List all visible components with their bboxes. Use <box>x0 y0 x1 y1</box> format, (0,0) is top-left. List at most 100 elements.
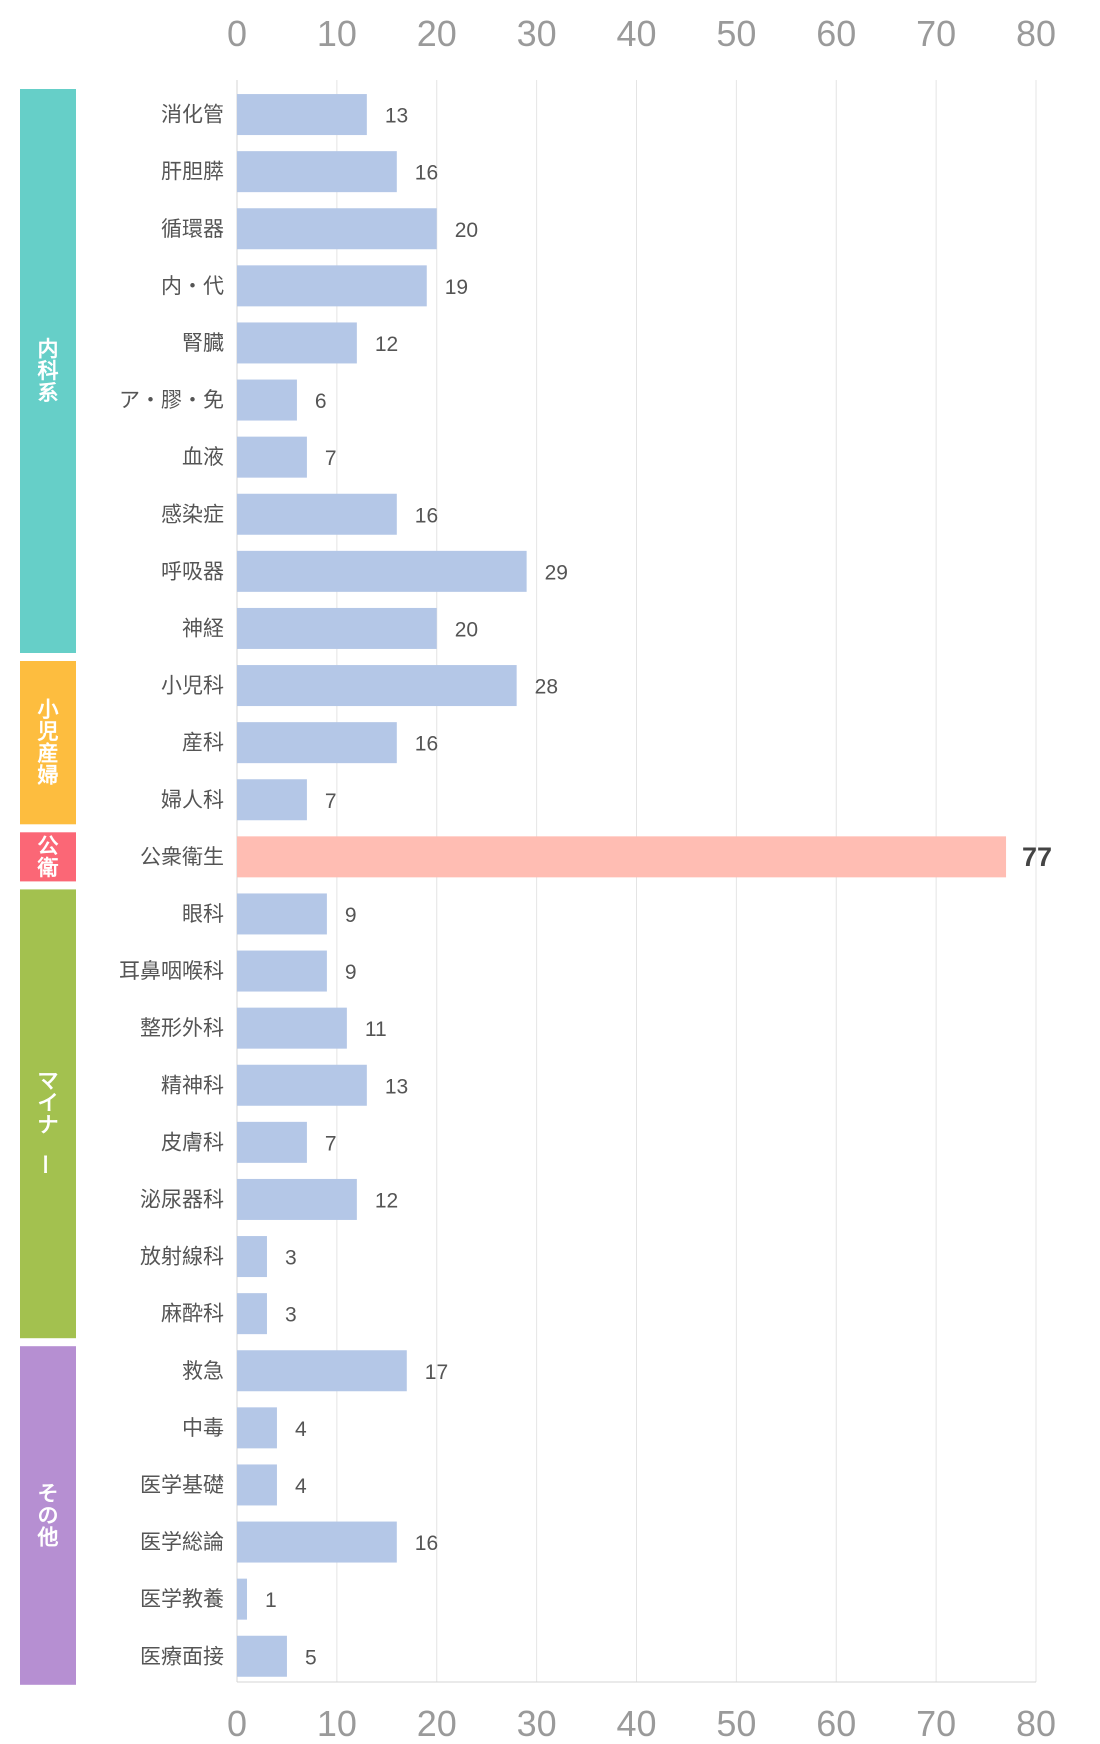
x-tick-label-top: 20 <box>417 13 457 54</box>
bar <box>237 950 327 992</box>
x-tick-label-top: 80 <box>1016 13 1056 54</box>
group-label: マイナー <box>33 1069 59 1175</box>
category-label: 産科 <box>182 731 224 755</box>
group-band <box>20 89 76 653</box>
value-label: 77 <box>1022 842 1052 872</box>
bar <box>237 722 397 764</box>
value-label: 16 <box>415 162 438 185</box>
category-label: 眼科 <box>182 902 224 926</box>
category-label: 救急 <box>182 1359 224 1383</box>
value-label: 7 <box>325 790 337 813</box>
category-label: 婦人科 <box>161 788 224 812</box>
bar <box>237 322 357 364</box>
category-label: 呼吸器 <box>161 559 224 583</box>
category-label: 循環器 <box>161 217 224 241</box>
bar <box>237 94 367 136</box>
x-tick-label-top: 30 <box>517 13 557 54</box>
value-label: 4 <box>295 1475 307 1498</box>
category-label: 放射線科 <box>140 1245 224 1269</box>
bar <box>237 1178 357 1220</box>
category-label: 神経 <box>182 616 224 640</box>
group-label: 小児産婦 <box>37 698 59 788</box>
bar <box>237 1121 307 1163</box>
bar <box>237 893 327 935</box>
value-label: 4 <box>295 1418 307 1441</box>
x-tick-label-bottom: 40 <box>616 1703 656 1744</box>
bar <box>237 493 397 535</box>
category-label: 感染症 <box>161 502 224 526</box>
bar <box>237 1350 407 1392</box>
value-label: 12 <box>375 333 398 356</box>
category-label: 耳鼻咽喉科 <box>119 959 224 983</box>
value-label: 16 <box>415 1532 438 1555</box>
group-band <box>20 661 76 825</box>
category-label: ア・膠・免 <box>119 388 224 412</box>
value-label: 9 <box>345 904 357 927</box>
bar <box>237 1293 267 1335</box>
bar <box>237 1007 347 1049</box>
category-label: 医学基礎 <box>140 1473 224 1497</box>
bar <box>237 1578 247 1620</box>
value-label: 13 <box>385 1075 408 1098</box>
group-band <box>20 889 76 1339</box>
bar <box>237 836 1007 878</box>
bar <box>237 151 397 193</box>
x-tick-label-bottom: 70 <box>916 1703 956 1744</box>
category-label: 医学総論 <box>140 1530 224 1554</box>
value-label: 12 <box>375 1189 398 1212</box>
value-label: 7 <box>325 447 337 470</box>
category-label: 整形外科 <box>140 1016 224 1040</box>
group-band <box>20 1346 76 1685</box>
x-tick-label-bottom: 10 <box>317 1703 357 1744</box>
bar <box>237 1236 267 1278</box>
value-label: 28 <box>535 676 558 699</box>
value-label: 5 <box>305 1646 317 1669</box>
bar <box>237 1521 397 1563</box>
bar <box>237 436 307 478</box>
value-label: 20 <box>455 618 478 641</box>
x-tick-label-top: 0 <box>227 13 247 54</box>
category-label: 腎臓 <box>182 331 224 355</box>
x-tick-label-bottom: 80 <box>1016 1703 1056 1744</box>
bar <box>237 1464 277 1506</box>
x-tick-label-bottom: 30 <box>517 1703 557 1744</box>
bar <box>237 1635 287 1677</box>
x-tick-label-top: 50 <box>716 13 756 54</box>
category-label: 公衆衛生 <box>140 845 224 869</box>
value-label: 1 <box>265 1589 277 1612</box>
category-label: 消化管 <box>161 103 224 127</box>
group-label: 公衛 <box>37 834 59 880</box>
bar <box>237 379 297 421</box>
category-label: 皮膚科 <box>161 1130 224 1154</box>
bar <box>237 1407 277 1449</box>
x-tick-label-bottom: 60 <box>816 1703 856 1744</box>
x-tick-label-top: 70 <box>916 13 956 54</box>
bar <box>237 550 527 592</box>
value-label: 6 <box>315 390 327 413</box>
bar <box>237 265 427 307</box>
x-tick-label-top: 60 <box>816 13 856 54</box>
value-label: 20 <box>455 219 478 242</box>
category-label: 麻酔科 <box>161 1302 224 1326</box>
bar <box>237 779 307 821</box>
x-tick-label-bottom: 20 <box>417 1703 457 1744</box>
category-label: 内・代 <box>161 274 224 298</box>
value-label: 7 <box>325 1132 337 1155</box>
value-label: 19 <box>445 276 468 299</box>
value-label: 16 <box>415 733 438 756</box>
value-label: 16 <box>415 504 438 527</box>
value-label: 9 <box>345 961 357 984</box>
value-label: 29 <box>545 561 568 584</box>
category-label: 小児科 <box>161 674 224 698</box>
x-tick-label-bottom: 0 <box>227 1703 247 1744</box>
value-label: 13 <box>385 105 408 128</box>
group-band <box>20 832 76 882</box>
bar <box>237 208 437 250</box>
x-tick-label-top: 10 <box>317 13 357 54</box>
category-label: 医学教養 <box>140 1587 224 1611</box>
value-label: 3 <box>285 1247 297 1270</box>
category-label: 医療面接 <box>140 1644 224 1668</box>
category-label: 血液 <box>182 445 224 469</box>
value-label: 11 <box>365 1018 387 1041</box>
